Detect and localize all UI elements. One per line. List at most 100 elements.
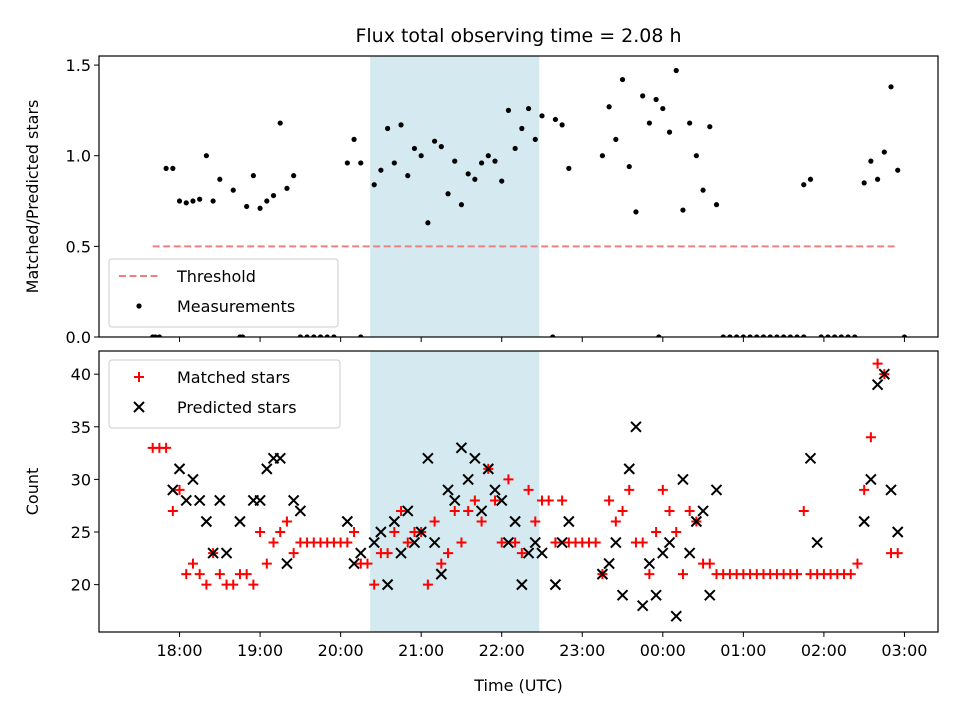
predicted-point	[482, 463, 495, 475]
matched-point	[543, 495, 554, 506]
matched-point	[349, 527, 360, 538]
matched-point	[402, 537, 413, 548]
predicted-point	[623, 463, 635, 475]
predicted-point	[341, 515, 354, 528]
predicted-point	[381, 578, 394, 591]
measurement-point	[411, 145, 418, 152]
matched-point	[845, 569, 856, 580]
x-tick-label: 18:00	[156, 641, 202, 660]
measurement-point	[277, 120, 283, 126]
measurement-point	[760, 334, 767, 337]
matched-point	[429, 516, 440, 527]
matched-point	[167, 505, 178, 516]
x-tick-label: 22:00	[479, 641, 525, 660]
x-tick-label: 02:00	[801, 641, 847, 660]
measurement-point	[371, 182, 377, 188]
matched-point	[288, 548, 299, 559]
matched-point	[187, 558, 198, 569]
measurement-point	[901, 334, 908, 337]
matched-point	[161, 442, 172, 453]
predicted-point	[670, 610, 682, 622]
measurement-point	[747, 334, 753, 337]
predicted-point	[690, 515, 703, 528]
matched-point	[268, 537, 279, 548]
measurement-point	[418, 153, 424, 159]
predicted-point	[193, 494, 206, 507]
predicted-point	[449, 494, 461, 507]
y-tick-label: 0.5	[66, 237, 91, 256]
matched-point	[255, 527, 266, 538]
predicted-point	[663, 536, 676, 549]
legend-label: Measurements	[177, 297, 295, 316]
matched-point	[530, 516, 541, 527]
measurement-point	[284, 185, 290, 191]
measurement-point	[680, 207, 686, 213]
matched-point	[892, 548, 903, 559]
measurement-point	[183, 200, 189, 206]
legend-matched-swatch	[134, 372, 144, 382]
predicted-point	[200, 515, 213, 528]
matched-point	[449, 505, 460, 516]
predicted-point	[509, 515, 521, 528]
predicted-point	[650, 589, 662, 601]
measurement-point	[317, 334, 324, 337]
matched-point	[604, 495, 615, 506]
measurement-point	[599, 153, 606, 159]
predicted-point	[220, 547, 233, 559]
measurement-point	[845, 334, 851, 337]
measurement-point	[552, 116, 559, 123]
measurement-point	[774, 334, 780, 337]
predicted-point	[368, 536, 380, 549]
measurement-point	[331, 334, 337, 337]
y-tick-label: 1.0	[66, 147, 91, 166]
predicted-point	[294, 505, 307, 517]
predicted-point	[422, 452, 434, 465]
matched-point	[281, 516, 292, 527]
predicted-point	[355, 547, 367, 559]
measurement-point	[250, 173, 256, 179]
measurement-point	[539, 113, 545, 119]
measurement-point	[700, 187, 706, 193]
measurement-point	[888, 84, 894, 90]
predicted-point	[704, 589, 716, 601]
matched-point	[792, 569, 803, 580]
predicted-point	[536, 547, 548, 559]
measurement-point	[640, 93, 646, 99]
predicted-point	[274, 452, 286, 465]
measurement-point	[156, 334, 163, 337]
y-axis-label: Matched/Predicted stars	[23, 100, 42, 294]
measurement-point	[656, 334, 662, 337]
matched-point	[550, 537, 561, 548]
predicted-point	[428, 536, 441, 549]
predicted-point	[871, 378, 884, 391]
measurement-point	[787, 334, 793, 337]
predicted-point	[603, 557, 615, 570]
measurement-point	[832, 334, 838, 337]
measurement-point	[438, 144, 444, 150]
matched-point	[590, 537, 601, 548]
measurement-point	[505, 107, 512, 113]
predicted-point	[435, 568, 448, 580]
matched-point	[194, 569, 205, 580]
matched-point	[677, 569, 688, 580]
measurement-point	[838, 334, 844, 337]
measurement-point	[852, 334, 858, 337]
matched-point	[872, 358, 883, 369]
measurement-point	[525, 105, 532, 112]
measurement-point	[818, 334, 824, 337]
predicted-point	[281, 557, 293, 570]
x-tick-label: 00:00	[640, 641, 686, 660]
predicted-point	[811, 536, 823, 549]
predicted-point	[207, 547, 219, 559]
predicted-point	[489, 484, 501, 496]
ratio-panel: 0.0 0.5 1.0 1.5 Flux total observing time = …	[23, 25, 939, 347]
measurement-point	[311, 334, 317, 337]
measurement-point	[358, 160, 364, 166]
measurement-point	[874, 176, 881, 182]
measurement-point	[398, 122, 404, 128]
matched-point	[201, 579, 212, 590]
matched-point	[214, 569, 225, 580]
measurement-point	[532, 136, 538, 142]
measurement-point	[687, 120, 693, 126]
matched-point	[852, 558, 863, 569]
